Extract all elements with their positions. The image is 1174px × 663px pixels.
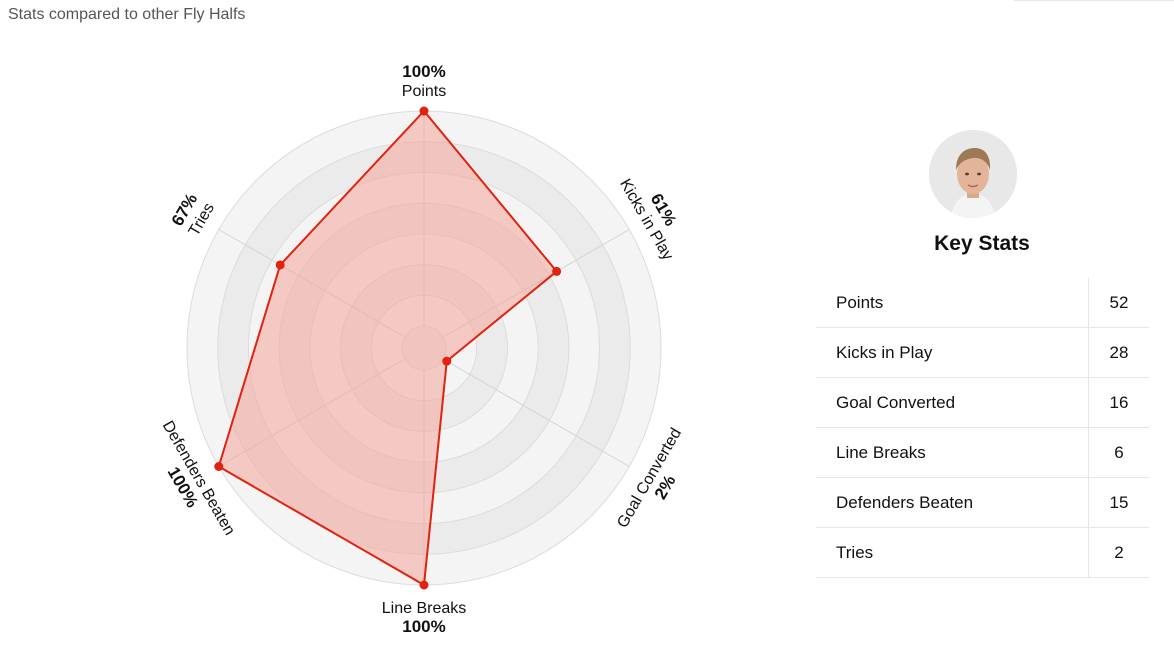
data-point-5 [275,260,285,270]
stat-label: Goal Converted [816,377,1089,428]
table-row: Defenders Beaten 15 [816,477,1149,528]
axis-value-label: 100% [402,62,445,81]
table-row: Goal Converted 16 [816,377,1149,428]
stat-value: 2 [1088,527,1149,578]
key-stats-title: Key Stats [934,232,1030,255]
data-point-3 [419,580,429,590]
top-divider [1014,0,1174,1]
stat-label: Points [816,278,1089,328]
radar-points [214,106,562,590]
table-row: Kicks in Play 28 [816,327,1149,378]
page-title: Stats compared to other Fly Halfs [8,6,246,23]
player-photo-icon [929,130,1017,218]
data-point-1 [552,266,562,276]
axis-label-0: 100% Points [402,62,446,100]
stat-value: 16 [1088,377,1149,428]
axis-value-label: 100% [402,617,445,636]
data-point-0 [419,106,429,116]
axis-name-label: Points [402,83,446,100]
stat-value: 6 [1088,427,1149,478]
stat-label: Line Breaks [816,427,1089,478]
stat-value: 28 [1088,327,1149,378]
player-avatar [929,130,1017,218]
data-point-2 [442,356,452,366]
stat-value: 15 [1088,477,1149,528]
radar-spoke [442,358,630,467]
stat-value: 52 [1088,278,1149,328]
axis-name-label: Line Breaks [382,600,467,617]
stat-label: Tries [816,527,1089,578]
key-stats-table: Points 52 Kicks in Play 28 Goal Converte… [816,278,1149,578]
table-row: Line Breaks 6 [816,427,1149,478]
stat-label: Kicks in Play [816,327,1089,378]
table-row: Points 52 [816,278,1149,328]
data-point-4 [214,462,224,471]
axis-label-5: 67%Tries [168,190,218,239]
table-row: Tries 2 [816,527,1149,578]
stat-label: Defenders Beaten [816,477,1089,528]
